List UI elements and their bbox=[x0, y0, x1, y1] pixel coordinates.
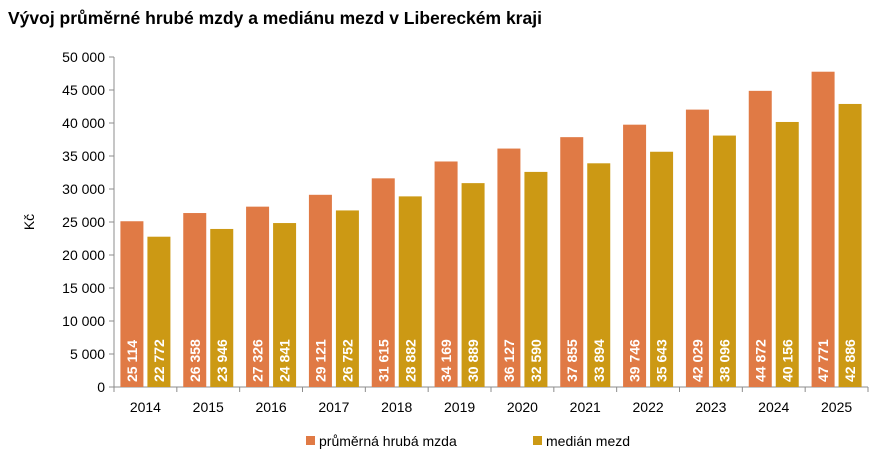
data-label: 22 772 bbox=[151, 339, 167, 382]
bar-median-mezd bbox=[210, 228, 234, 387]
bar-prumerna-hruba-mzda bbox=[120, 221, 144, 387]
x-tick-label: 2015 bbox=[193, 399, 224, 415]
bar-prumerna-hruba-mzda bbox=[497, 148, 521, 387]
data-label: 29 121 bbox=[312, 339, 328, 382]
data-label: 31 615 bbox=[375, 339, 391, 382]
data-label: 27 326 bbox=[250, 339, 266, 382]
x-tick-label: 2024 bbox=[758, 399, 789, 415]
data-label: 26 752 bbox=[339, 339, 355, 382]
y-tick-label: 0 bbox=[97, 379, 105, 395]
bar-prumerna-hruba-mzda bbox=[434, 161, 458, 387]
data-label: 26 358 bbox=[187, 339, 203, 382]
bar-median-mezd bbox=[650, 151, 674, 387]
y-tick-label: 20 000 bbox=[62, 247, 105, 263]
bar-prumerna-hruba-mzda bbox=[560, 137, 584, 387]
bar-median-mezd bbox=[335, 210, 359, 387]
data-label: 42 886 bbox=[842, 339, 858, 382]
y-tick-label: 40 000 bbox=[62, 115, 105, 131]
y-axis-title: Kč bbox=[21, 214, 37, 230]
y-tick-label: 10 000 bbox=[62, 313, 105, 329]
data-label: 42 029 bbox=[689, 339, 705, 382]
data-label: 28 882 bbox=[402, 339, 418, 382]
data-label: 32 590 bbox=[528, 339, 544, 382]
legend-label: medián mezd bbox=[546, 433, 630, 449]
bar-prumerna-hruba-mzda bbox=[183, 213, 207, 387]
data-label: 30 889 bbox=[465, 339, 481, 382]
bar-median-mezd bbox=[461, 183, 485, 387]
data-label: 35 643 bbox=[654, 339, 670, 382]
data-label: 25 114 bbox=[124, 340, 140, 382]
x-tick-label: 2025 bbox=[821, 399, 852, 415]
bar-median-mezd bbox=[712, 135, 736, 387]
data-label: 33 894 bbox=[591, 339, 607, 382]
y-tick-label: 30 000 bbox=[62, 181, 105, 197]
bar-median-mezd bbox=[775, 121, 799, 387]
data-label: 47 771 bbox=[815, 339, 831, 382]
x-tick-label: 2020 bbox=[507, 399, 538, 415]
legend-swatch bbox=[533, 436, 542, 445]
x-tick-label: 2018 bbox=[381, 399, 412, 415]
bar-median-mezd bbox=[147, 236, 171, 387]
x-tick-label: 2023 bbox=[695, 399, 726, 415]
bar-prumerna-hruba-mzda bbox=[811, 71, 835, 388]
x-tick-label: 2019 bbox=[444, 399, 475, 415]
x-tick-label: 2014 bbox=[130, 399, 161, 415]
x-tick-label: 2022 bbox=[633, 399, 664, 415]
bar-prumerna-hruba-mzda bbox=[748, 90, 772, 388]
x-tick-label: 2016 bbox=[256, 399, 287, 415]
y-tick-label: 35 000 bbox=[62, 148, 105, 164]
x-tick-label: 2017 bbox=[318, 399, 349, 415]
y-tick-label: 50 000 bbox=[62, 49, 105, 65]
bar-prumerna-hruba-mzda bbox=[371, 178, 395, 387]
bar-prumerna-hruba-mzda bbox=[685, 109, 709, 388]
y-tick-label: 15 000 bbox=[62, 280, 105, 296]
y-tick-label: 25 000 bbox=[62, 214, 105, 230]
bar-prumerna-hruba-mzda bbox=[308, 194, 332, 387]
data-label: 23 946 bbox=[214, 339, 230, 382]
bar-prumerna-hruba-mzda bbox=[623, 124, 647, 388]
chart-title: Vývoj průměrné hrubé mzdy a mediánu mezd… bbox=[8, 8, 542, 28]
data-label: 37 855 bbox=[564, 339, 580, 382]
bar-prumerna-hruba-mzda bbox=[246, 206, 270, 387]
y-tick-label: 5 000 bbox=[70, 346, 105, 362]
legend-label: průměrná hrubá mzda bbox=[319, 433, 457, 449]
bar-median-mezd bbox=[398, 196, 422, 387]
legend-swatch bbox=[306, 436, 315, 445]
data-label: 24 841 bbox=[277, 339, 293, 382]
y-tick-label: 45 000 bbox=[62, 82, 105, 98]
data-label: 36 127 bbox=[501, 339, 517, 382]
data-label: 38 096 bbox=[716, 339, 732, 382]
bar-median-mezd bbox=[524, 171, 548, 387]
x-tick-label: 2021 bbox=[570, 399, 601, 415]
bar-median-mezd bbox=[587, 163, 611, 387]
bar-median-mezd bbox=[273, 223, 297, 387]
data-label: 44 872 bbox=[752, 339, 768, 382]
data-label: 39 746 bbox=[627, 339, 643, 382]
data-label: 34 169 bbox=[438, 339, 454, 382]
bar-median-mezd bbox=[838, 103, 862, 388]
data-label: 40 156 bbox=[779, 339, 795, 382]
